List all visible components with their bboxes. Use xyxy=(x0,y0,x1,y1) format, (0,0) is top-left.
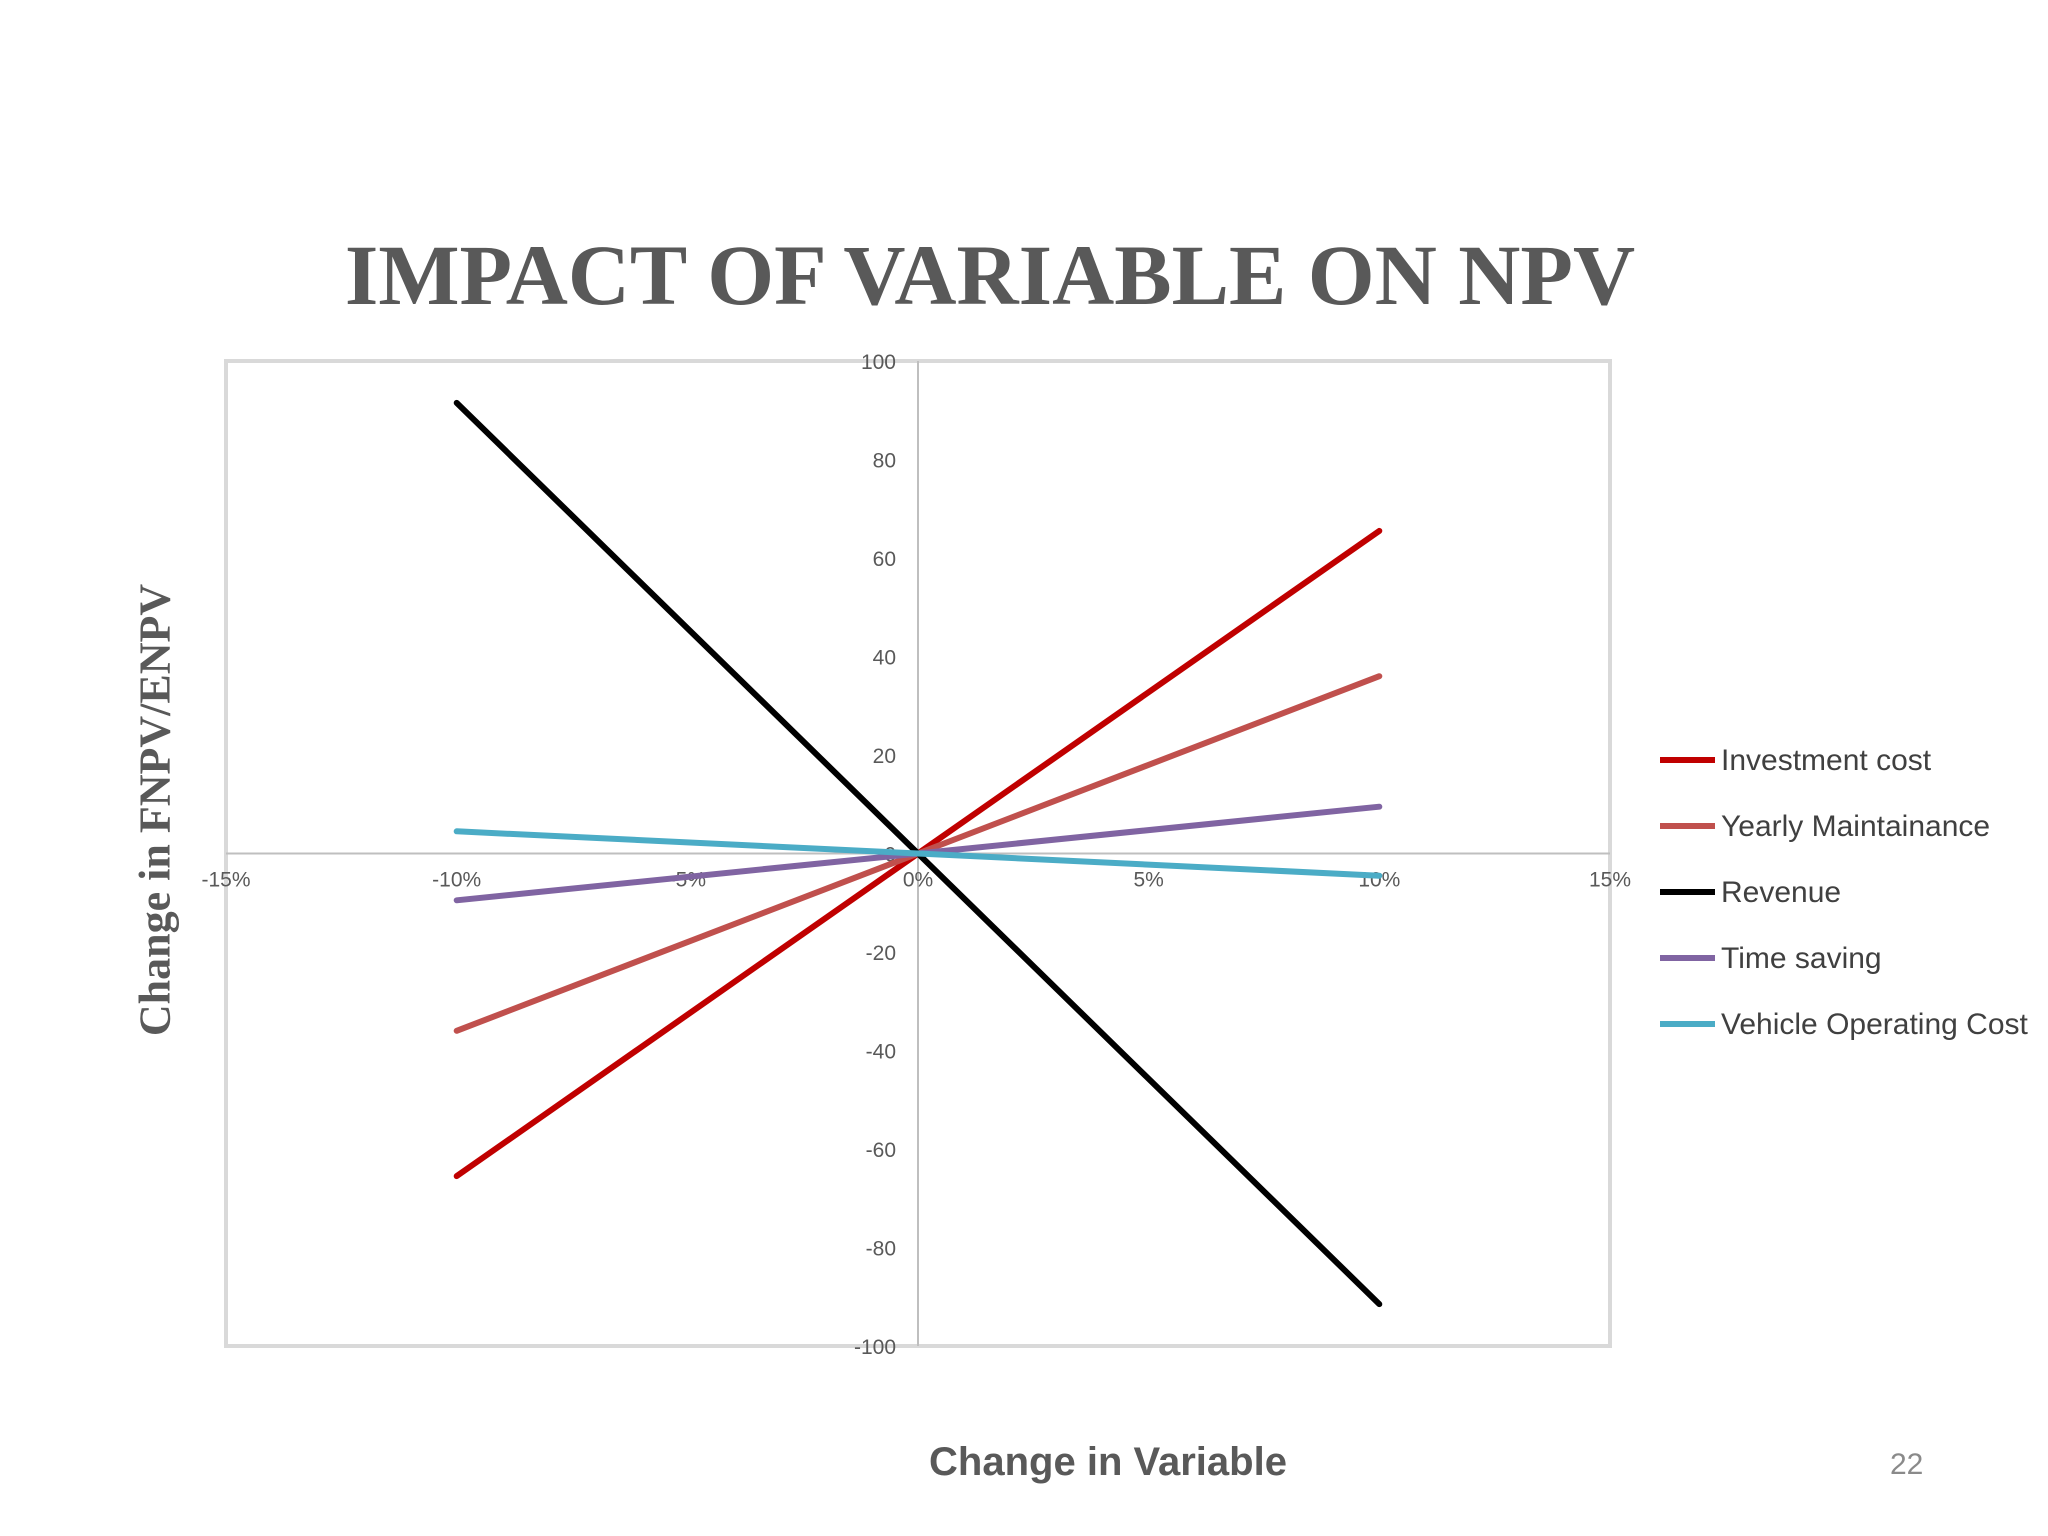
x-tick-label: 5% xyxy=(1133,869,1163,892)
y-axis-label: Change in FNPV/ENPV xyxy=(130,583,180,1037)
legend-entry: Yearly Maintainance xyxy=(1721,810,1990,843)
legend-entry: Time saving xyxy=(1721,942,1882,975)
y-tick-label: 20 xyxy=(873,745,896,768)
x-tick-label: 10% xyxy=(1358,869,1400,892)
y-tick-label: -100 xyxy=(854,1336,896,1359)
legend-entry: Investment cost xyxy=(1721,744,1932,777)
y-tick-label: -40 xyxy=(866,1041,896,1064)
legend: Investment cost Yearly Maintainance Revenu… xyxy=(1660,744,2029,1041)
x-tick-label: -10% xyxy=(432,869,481,892)
legend-entry: Vehicle Operating Cost xyxy=(1721,1008,2029,1041)
slide-number: 22 xyxy=(1890,1448,1924,1481)
legend-entry: Revenue xyxy=(1721,876,1841,909)
x-tick-label: 0% xyxy=(903,869,933,892)
y-tick-label: 100 xyxy=(861,351,896,374)
x-axis-label: Change in Variable xyxy=(929,1440,1287,1484)
y-tick-label: 80 xyxy=(873,450,896,473)
x-tick-label: -15% xyxy=(201,869,250,892)
y-tick-label: -20 xyxy=(866,942,896,965)
x-tick-label: 15% xyxy=(1589,869,1631,892)
series-lines xyxy=(453,399,1383,1308)
chart-title: IMPACT OF VARIABLE ON NPV xyxy=(344,227,1636,323)
y-tick-label: -60 xyxy=(866,1139,896,1162)
y-tick-label: 40 xyxy=(873,647,896,670)
y-tick-label: -80 xyxy=(866,1238,896,1261)
series-line-vehicle-operating-cost xyxy=(453,828,1383,879)
y-tick-label: 60 xyxy=(873,548,896,571)
